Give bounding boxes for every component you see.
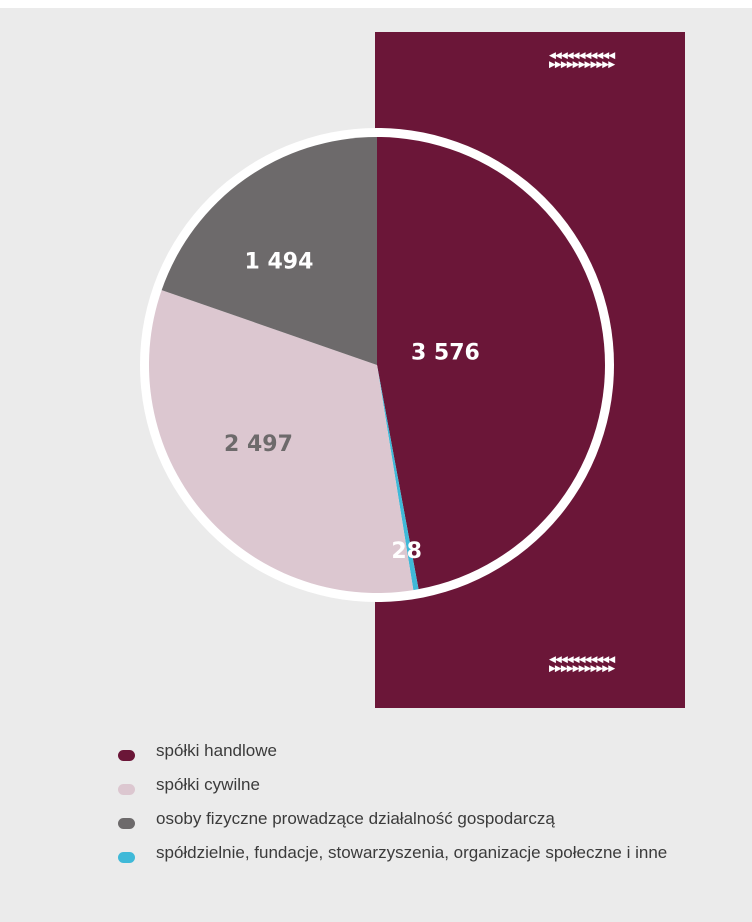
- legend-swatch-icon: [118, 784, 135, 795]
- legend: spółki handlowe spółki cywilne osoby fiz…: [118, 740, 718, 876]
- legend-item-spolki-cywilne: spółki cywilne: [118, 774, 718, 796]
- legend-label: spółdzielnie, fundacje, stowarzyszenia, …: [156, 843, 668, 862]
- legend-label: osoby fizyczne prowadzące działalność go…: [156, 809, 555, 828]
- arrows-row-right: ▶▶▶▶▶▶▶▶▶▶▶: [549, 60, 615, 70]
- legend-label: spółki cywilne: [156, 775, 260, 794]
- legend-swatch-icon: [118, 818, 135, 829]
- pie-slice-value-label: 28: [391, 539, 422, 564]
- arrows-row-left: ◀◀◀◀◀◀◀◀◀◀◀: [549, 51, 615, 61]
- pie-slice: [377, 365, 419, 591]
- legend-swatch-icon: [118, 750, 135, 761]
- legend-label: spółki handlowe: [156, 741, 277, 760]
- decorative-arrows-top: ◀◀◀◀◀◀◀◀◀◀◀ ▶▶▶▶▶▶▶▶▶▶▶: [549, 51, 615, 70]
- pie-slice: [377, 137, 605, 590]
- arrows-row-left: ◀◀◀◀◀◀◀◀◀◀◀: [549, 655, 615, 665]
- pie-slice-value-label: 3 576: [411, 341, 480, 366]
- legend-item-spoldzielnie: spółdzielnie, fundacje, stowarzyszenia, …: [118, 842, 718, 864]
- legend-swatch-icon: [118, 852, 135, 863]
- pie-slice: [161, 137, 377, 365]
- pie-slice: [149, 290, 414, 593]
- pie-slice-value-label: 1 494: [245, 249, 314, 274]
- legend-item-spolki-handlowe: spółki handlowe: [118, 740, 718, 762]
- decorative-arrows-bottom: ◀◀◀◀◀◀◀◀◀◀◀ ▶▶▶▶▶▶▶▶▶▶▶: [549, 655, 615, 674]
- legend-item-osoby-fizyczne: osoby fizyczne prowadzące działalność go…: [118, 808, 718, 830]
- arrows-row-right: ▶▶▶▶▶▶▶▶▶▶▶: [549, 664, 615, 674]
- pie-slice-value-label: 2 497: [224, 432, 293, 457]
